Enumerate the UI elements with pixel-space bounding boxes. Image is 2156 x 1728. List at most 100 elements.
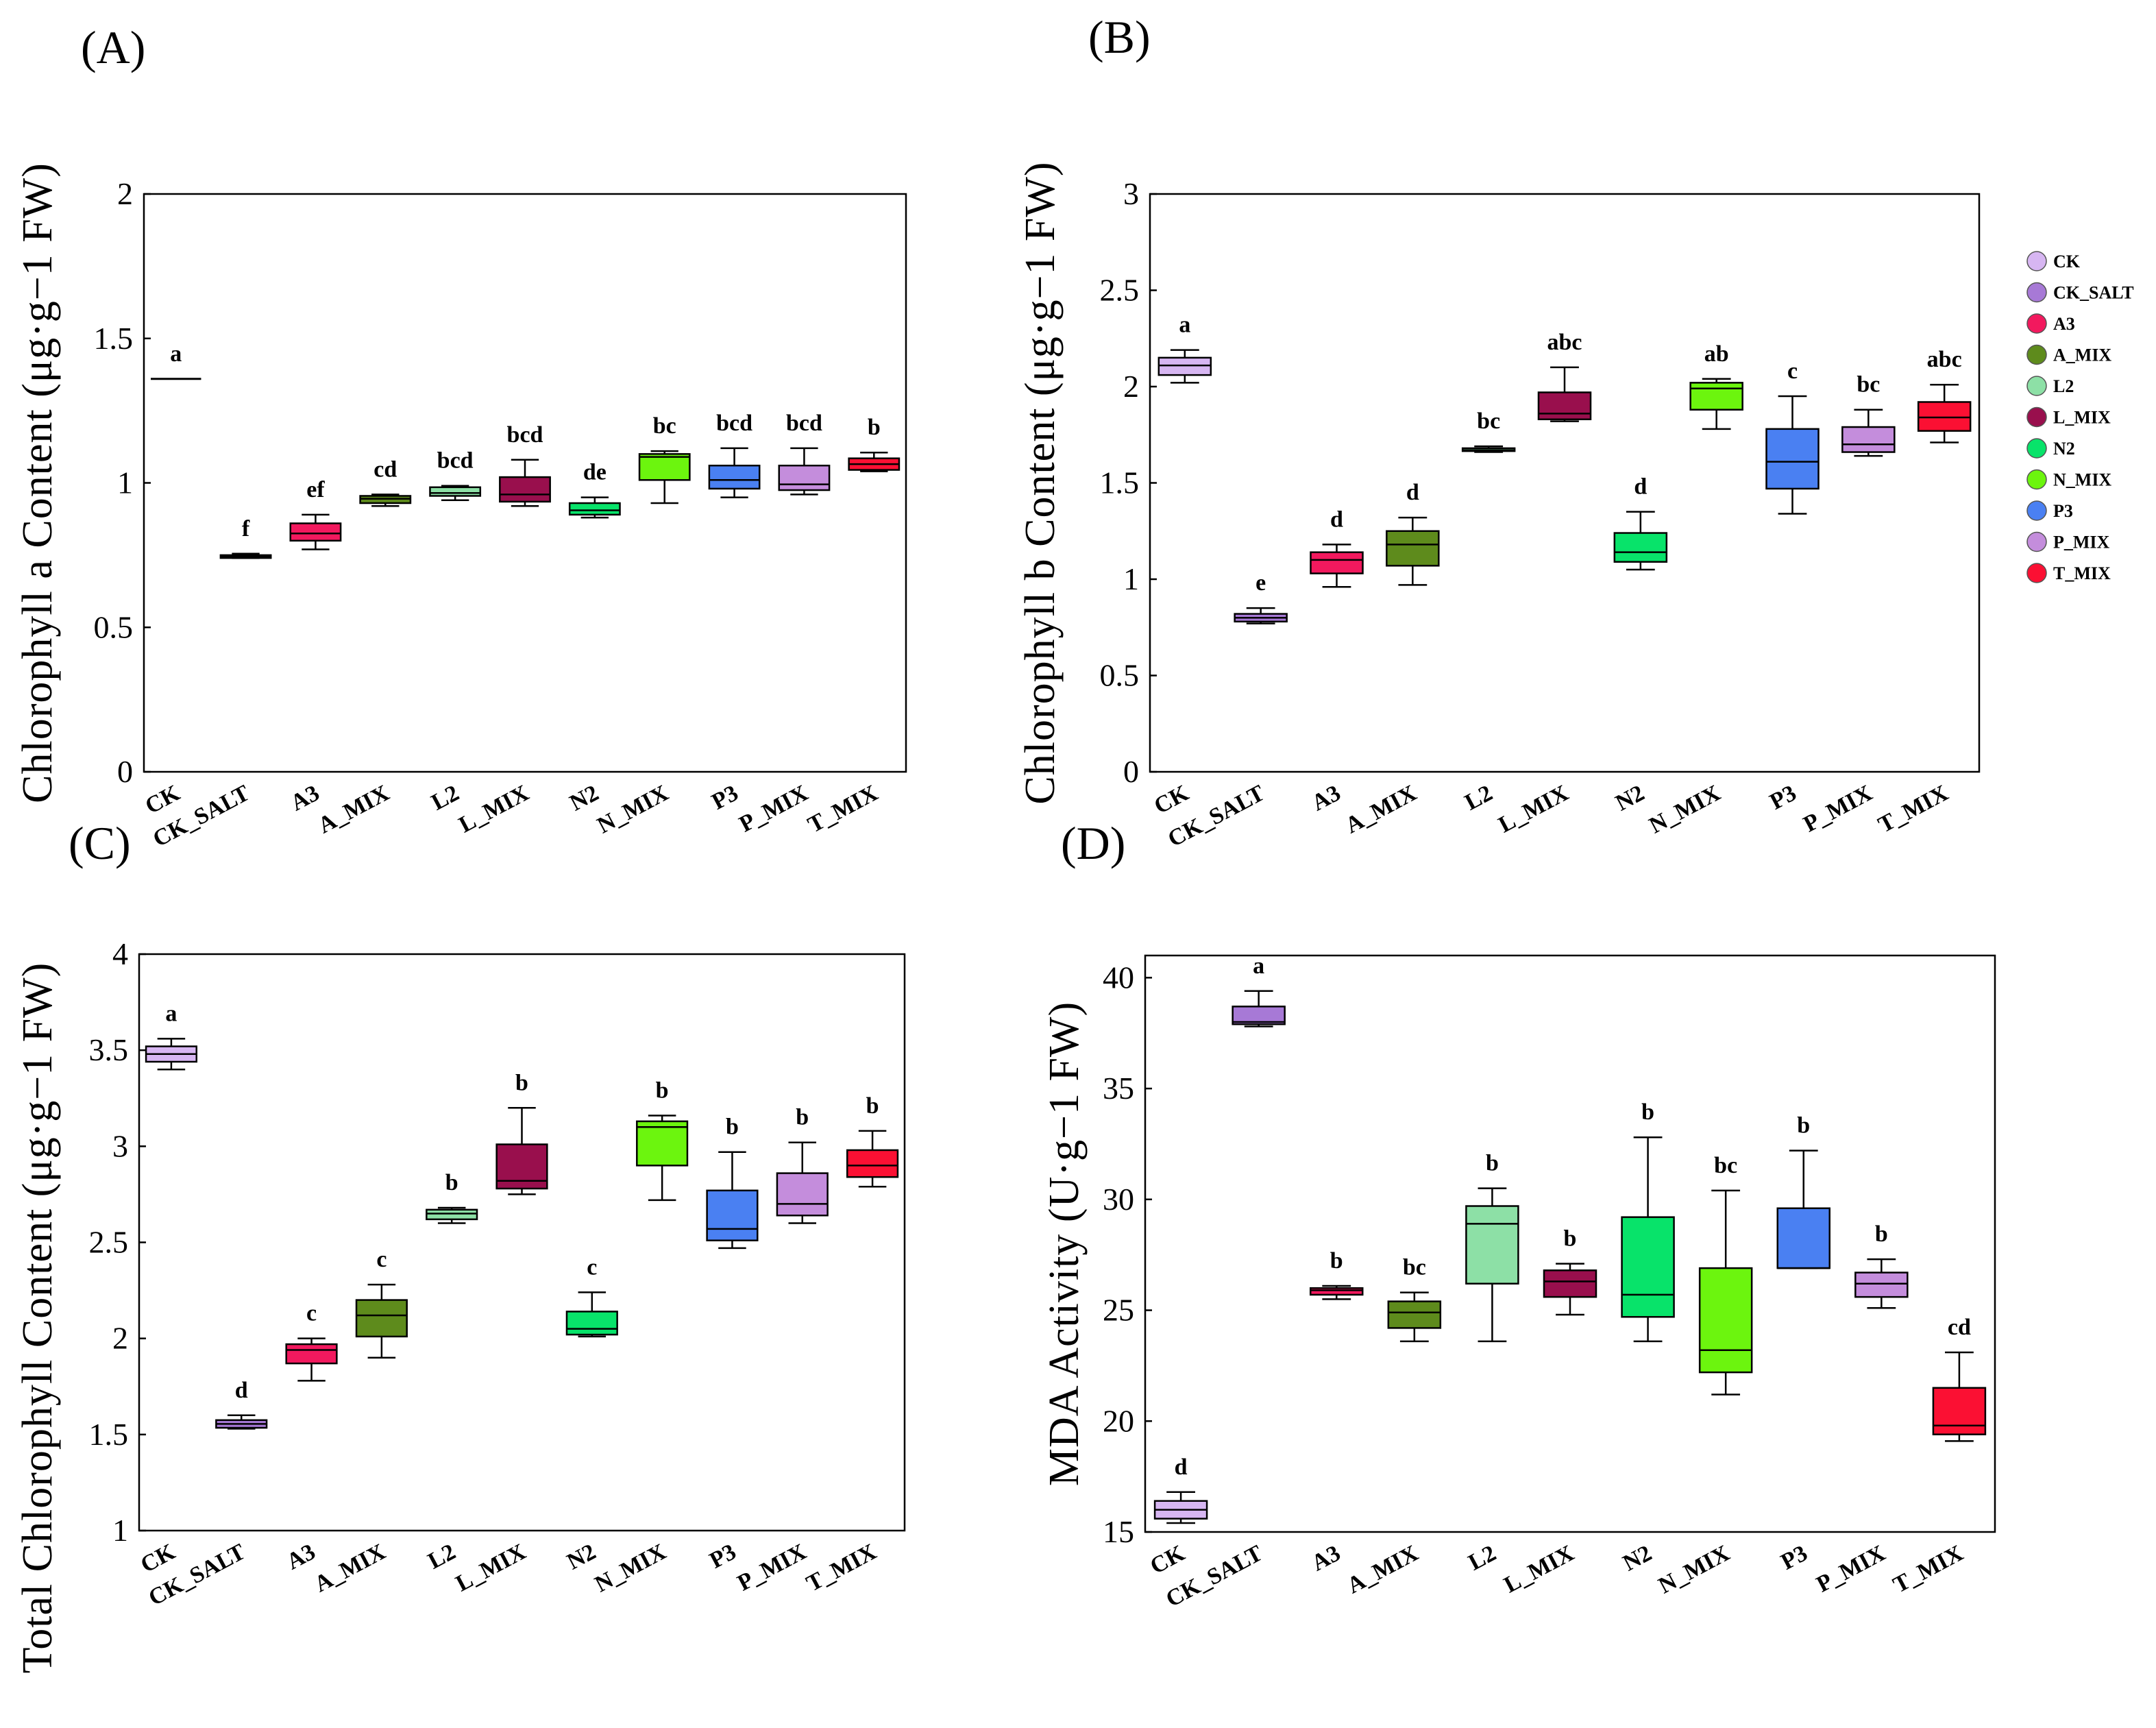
x-tick-label: N2	[1619, 1540, 1656, 1576]
x-tick-label: A_MIX	[1343, 1540, 1423, 1598]
x-tick-label: P_MIX	[733, 1539, 811, 1596]
box-body	[1387, 1300, 1442, 1329]
box-body	[285, 1343, 338, 1365]
box-l-mix: b	[495, 1070, 548, 1195]
y-tick-label: 1.5	[94, 321, 134, 356]
significance-letter: b	[1875, 1221, 1888, 1247]
box-ck-salt: d	[215, 1378, 268, 1430]
y-tick-label: 4	[112, 936, 128, 971]
significance-letter: bc	[1857, 372, 1880, 398]
box-body	[355, 1299, 408, 1338]
legend-label: P3	[2053, 501, 2073, 521]
box-ck-salt: a	[1232, 953, 1286, 1027]
significance-letter: bc	[1403, 1255, 1426, 1280]
significance-letter: d	[1175, 1455, 1188, 1480]
significance-letter: c	[306, 1301, 317, 1326]
legend-marker	[2026, 563, 2047, 583]
significance-letter: bc	[653, 413, 676, 439]
box-p3: c	[1765, 358, 1820, 515]
box-body	[846, 1149, 899, 1178]
box-body	[1841, 426, 1896, 453]
legend-marker	[2026, 406, 2047, 428]
box-n-mix: bc	[638, 413, 691, 504]
legend-marker	[2026, 313, 2047, 334]
box-body	[638, 453, 691, 481]
significance-letter: bc	[1714, 1153, 1737, 1178]
box-n-mix: ab	[1689, 341, 1743, 430]
significance-letter: d	[235, 1378, 248, 1403]
panel-label: (D)	[1061, 817, 1125, 869]
box-body	[1689, 382, 1743, 411]
significance-letter: b	[868, 415, 881, 440]
significance-letter: b	[656, 1078, 669, 1103]
y-tick-label: 3	[1123, 176, 1139, 211]
significance-letter: cd	[1948, 1315, 1971, 1340]
box-t-mix: cd	[1932, 1315, 1987, 1442]
box-l-mix: b	[1543, 1226, 1597, 1316]
chart-panel-b: (B) Chlorophyll b Content (μg·g−1 FW) 0 0.5…	[1017, 11, 1981, 852]
x-tick-label: CK	[136, 1539, 180, 1578]
significance-letter: c	[376, 1247, 387, 1272]
legend-item-a-mix: A_MIX	[2026, 344, 2111, 365]
significance-letter: ab	[1704, 341, 1729, 367]
x-tick-label: P_MIX	[1813, 1540, 1890, 1597]
box-ck-salt: f	[219, 516, 272, 559]
significance-letter: b	[515, 1070, 528, 1095]
x-tick-label: L2	[1461, 780, 1497, 815]
legend-item-t-mix: T_MIX	[2026, 563, 2111, 583]
significance-letter: b	[445, 1170, 458, 1195]
x-tick-label: CK	[141, 780, 184, 819]
x-tick-label: P_MIX	[735, 780, 813, 837]
x-tick-label: N_MIX	[1654, 1540, 1734, 1598]
box-n2: d	[1613, 474, 1668, 571]
x-tick-label: N_MIX	[593, 780, 673, 838]
legend-label: N_MIX	[2053, 470, 2111, 490]
box-body	[289, 522, 342, 542]
significance-letter: c	[587, 1254, 597, 1280]
box-p-mix: bc	[1841, 372, 1896, 457]
significance-letter: b	[1641, 1099, 1654, 1125]
significance-letter: ef	[306, 477, 325, 502]
x-tick-label: P3	[1766, 780, 1801, 814]
x-tick-label: A_MIX	[310, 1539, 390, 1597]
significance-letter: bcd	[437, 448, 474, 474]
x-tick-label: A3	[282, 1539, 319, 1574]
x-tick-label: L2	[1465, 1540, 1500, 1575]
box-body	[1854, 1271, 1909, 1298]
significance-letter: c	[1787, 358, 1798, 384]
significance-letter: b	[1486, 1151, 1499, 1176]
box-l2: bcd	[429, 448, 482, 502]
box-body	[499, 476, 551, 503]
legend-marker	[2026, 344, 2047, 365]
box-body	[1386, 530, 1440, 567]
legend-marker	[2026, 469, 2047, 490]
legend-item-ck-salt: CK_SALT	[2026, 282, 2134, 303]
y-tick-label: 1	[1123, 561, 1139, 596]
box-p3: bcd	[708, 411, 761, 498]
box-body	[1613, 532, 1668, 563]
y-tick-label: 0	[1123, 754, 1139, 789]
box-body	[1621, 1216, 1675, 1318]
box-body	[1537, 391, 1592, 421]
significance-letter: abc	[1927, 347, 1962, 372]
significance-letter: f	[242, 516, 250, 541]
legend-item-n2: N2	[2026, 438, 2075, 459]
x-tick-label: A_MIX	[314, 780, 393, 838]
plot-frame	[138, 953, 906, 1532]
significance-letter: b	[1330, 1248, 1343, 1274]
box-body	[776, 1172, 829, 1217]
y-tick-label: 1.5	[89, 1417, 129, 1452]
box-body	[706, 1189, 759, 1241]
box-ck-salt: e	[1234, 570, 1288, 624]
box-n2: b	[1621, 1099, 1675, 1343]
legend-item-ck: CK	[2026, 251, 2081, 271]
legend-marker	[2026, 251, 2047, 271]
box-body	[1309, 1287, 1364, 1296]
panels-group: (A) Chlorophyll a Content (μg·g−1 FW) 0 0.5…	[14, 11, 1996, 1673]
legend-marker	[2026, 531, 2047, 552]
legend-item-a3: A3	[2026, 313, 2075, 334]
x-tick-label: A3	[286, 780, 323, 816]
legend-label: L2	[2053, 376, 2074, 396]
x-tick-label: P3	[708, 780, 743, 814]
